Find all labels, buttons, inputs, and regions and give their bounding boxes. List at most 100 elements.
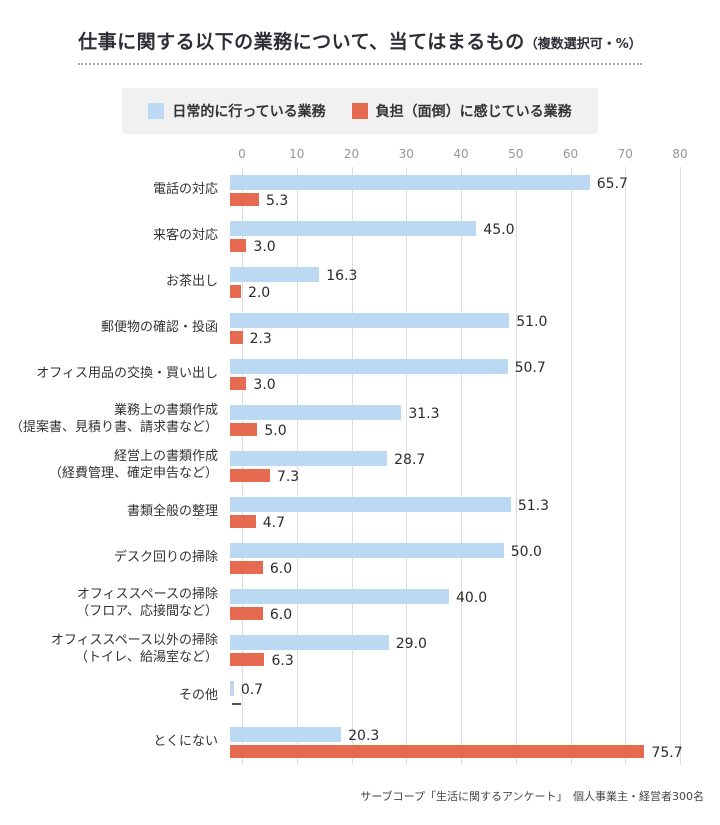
chart-rows: 電話の対応 65.7 5.3 来客の対応 45.0 3.0 お茶出し 16.3 2.0 郵便物の確… xyxy=(0,167,720,765)
bar-daily xyxy=(230,589,449,604)
value-label-daily: 0.7 xyxy=(240,682,264,698)
value-label-daily: 50.0 xyxy=(510,544,542,560)
gridline xyxy=(515,167,517,765)
gridline xyxy=(461,167,462,765)
chart-title-note: （複数選択可・%） xyxy=(524,37,642,52)
bar-daily xyxy=(230,405,402,420)
bars-area: 50.7 3.0 xyxy=(230,351,668,397)
bar-burden xyxy=(230,653,265,666)
gridline xyxy=(406,167,408,765)
x-tick-label: 70 xyxy=(617,147,633,161)
value-label-burden: 2.3 xyxy=(249,331,272,347)
x-tick-label: 0 xyxy=(238,147,246,161)
value-label-daily: 31.3 xyxy=(408,406,440,422)
category-label: 電話の対応 xyxy=(152,181,218,197)
bars-area: 50.0 6.0 xyxy=(230,535,668,581)
bar-burden xyxy=(230,515,256,528)
value-label-daily: 29.0 xyxy=(395,636,427,652)
chart-title: 仕事に関する以下の業務について、当てはまるもの（複数選択可・%） xyxy=(78,27,642,65)
value-label-daily: 16.3 xyxy=(326,268,358,284)
chart-row: とくにない 20.3 75.7 xyxy=(0,719,720,765)
x-tick-label: 40 xyxy=(453,147,469,161)
value-label-daily: 65.7 xyxy=(596,176,628,192)
bars-area: 51.3 4.7 xyxy=(230,489,668,535)
bar-burden xyxy=(230,377,247,390)
chart-row: 郵便物の確認・投函 51.0 2.3 xyxy=(0,305,720,351)
chart-row: 業務上の書類作成 （提案書、見積り書、請求書など） 31.3 5.0 xyxy=(0,397,720,443)
bars-area: 20.3 75.7 xyxy=(230,719,683,765)
chart-row: お茶出し 16.3 2.0 xyxy=(0,259,720,305)
category-label: 業務上の書類作成 （提案書、見積り書、請求書など） xyxy=(9,403,218,435)
bar-daily xyxy=(230,681,234,696)
bars-area: 45.0 3.0 xyxy=(230,213,668,259)
value-label-daily: 51.3 xyxy=(517,498,550,514)
value-label-burden: 6.3 xyxy=(271,653,294,669)
category-label: オフィススペース以外の掃除 （トイレ、給湯室など） xyxy=(50,633,218,665)
value-label-burden: 6.0 xyxy=(269,607,293,623)
x-axis: 0 10 20 30 40 50 60 70 80 xyxy=(238,147,687,167)
value-label-burden: 5.0 xyxy=(264,423,287,439)
gridline xyxy=(296,167,298,765)
category-label: オフィススペースの掃除 （フロア、応接間など） xyxy=(76,587,218,619)
value-label-daily: 28.7 xyxy=(394,452,426,468)
bars-area: 51.0 2.3 xyxy=(230,305,668,351)
source-note: サーブコープ「生活に関するアンケート」 個人事業主・経営者300名 xyxy=(360,790,704,803)
bar-chart: 0 10 20 30 40 50 60 70 80 電話の対応 65.7 5.3 来客の対応 45.0 3… xyxy=(0,147,720,765)
category-label: お茶出し xyxy=(165,273,218,289)
bar-burden xyxy=(230,745,645,758)
bar-daily xyxy=(230,313,510,328)
value-label-daily: 51.0 xyxy=(516,314,548,330)
chart-title-main: 仕事に関する以下の業務について、当てはまるもの xyxy=(78,31,525,53)
chart-row: デスク回りの掃除 50.0 6.0 xyxy=(0,535,720,581)
no-data-dash xyxy=(232,703,241,705)
bar-burden xyxy=(230,285,241,298)
gridline xyxy=(625,167,627,765)
legend-label-0: 日常的に行っている業務 xyxy=(172,104,326,120)
legend-item-0: 日常的に行っている業務 xyxy=(148,101,326,121)
chart-row: 来客の対応 45.0 3.0 xyxy=(0,213,720,259)
bars-area: 28.7 7.3 xyxy=(230,443,668,489)
bars-area: 29.0 6.3 xyxy=(230,627,668,673)
chart-row: オフィススペースの掃除 （フロア、応接間など） 40.0 6.0 xyxy=(0,581,720,627)
bars-area: 40.0 6.0 xyxy=(230,581,668,627)
value-label-burden: 3.0 xyxy=(253,239,276,255)
category-label: オフィス用品の交換・買い出し xyxy=(36,365,218,381)
gridline xyxy=(242,167,243,765)
value-label-burden: 6.0 xyxy=(269,561,293,577)
bar-daily xyxy=(230,359,508,374)
category-label: 経営上の書類作成 （経費管理、確定申告など） xyxy=(48,449,218,481)
value-label-burden: 4.7 xyxy=(262,515,285,531)
bar-daily xyxy=(230,267,320,282)
legend-item-1: 負担（面倒）に感じている業務 xyxy=(351,101,572,121)
x-tick-label: 50 xyxy=(508,147,524,161)
bar-daily xyxy=(230,497,511,512)
chart-row: 電話の対応 65.7 5.3 xyxy=(0,167,720,213)
value-label-burden: 5.3 xyxy=(266,193,289,209)
bar-daily xyxy=(230,727,342,742)
category-label: 郵便物の確認・投函 xyxy=(100,319,218,335)
bar-burden xyxy=(230,239,247,252)
category-label: 来客の対応 xyxy=(152,227,218,243)
bar-daily xyxy=(230,635,389,650)
bar-daily xyxy=(230,175,590,190)
x-tick-label: 30 xyxy=(398,147,414,161)
x-tick-label: 10 xyxy=(289,147,305,161)
category-label: その他 xyxy=(178,687,218,703)
gridlines xyxy=(242,167,681,765)
bar-burden xyxy=(230,607,263,620)
bar-daily xyxy=(230,543,504,558)
value-label-daily: 20.3 xyxy=(348,728,380,744)
chart-row: オフィススペース以外の掃除 （トイレ、給湯室など） 29.0 6.3 xyxy=(0,627,720,673)
value-label-daily: 45.0 xyxy=(483,222,515,238)
category-label: 書類全般の整理 xyxy=(126,503,218,519)
bars-area: 0.7 xyxy=(230,673,668,719)
gridline xyxy=(570,167,572,765)
bar-burden xyxy=(230,423,258,436)
bars-area: 65.7 5.3 xyxy=(230,167,668,213)
bar-burden xyxy=(230,193,260,206)
title-area: 仕事に関する以下の業務について、当てはまるもの（複数選択可・%） xyxy=(0,0,720,65)
bar-burden xyxy=(230,469,270,482)
gridline xyxy=(351,167,353,765)
value-label-burden: 75.7 xyxy=(651,745,683,761)
category-label: とくにない xyxy=(153,733,218,749)
